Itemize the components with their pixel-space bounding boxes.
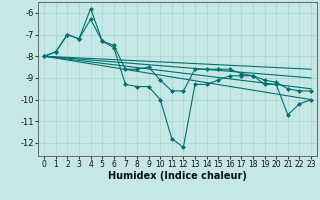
- X-axis label: Humidex (Indice chaleur): Humidex (Indice chaleur): [108, 171, 247, 181]
